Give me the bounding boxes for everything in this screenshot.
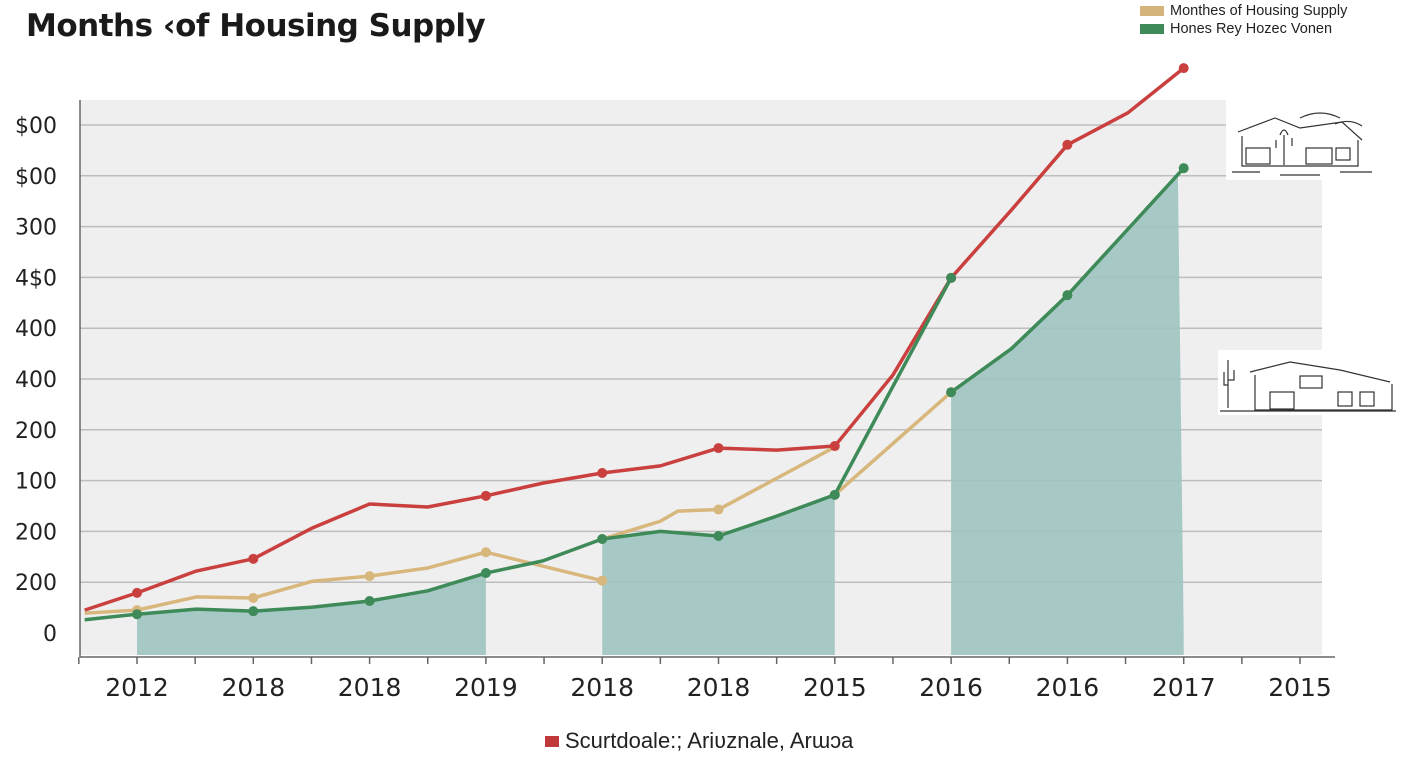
y-tick-label: 300 <box>15 216 57 241</box>
x-tick-label: 2012 <box>105 673 169 702</box>
data-point <box>248 592 259 603</box>
x-tick-label: 2016 <box>1036 673 1100 702</box>
x-tick-label: 2015 <box>1268 673 1332 702</box>
legend-swatch <box>1140 6 1164 16</box>
series-line <box>601 445 836 541</box>
series-line <box>84 550 603 615</box>
data-point <box>597 467 608 478</box>
legend-item-bottom: Scurtdoale:; Ariʋznale, Arɯɔa <box>545 728 853 754</box>
data-point <box>132 609 142 620</box>
x-tick-label: 2018 <box>221 673 285 702</box>
y-tick-label: 0 <box>43 622 57 647</box>
y-tick-label: 200 <box>15 419 57 444</box>
data-point <box>713 504 724 515</box>
data-point <box>829 489 840 500</box>
data-point <box>946 387 957 398</box>
data-point <box>597 534 608 545</box>
chart-title: Months ‹of Housing Supply <box>26 8 486 44</box>
data-point <box>480 490 491 501</box>
y-tick-label: $00 <box>15 165 57 190</box>
data-point <box>480 568 491 579</box>
data-point <box>480 547 491 558</box>
shaded-band <box>602 494 835 655</box>
data-point <box>248 606 259 617</box>
data-point <box>1178 63 1189 74</box>
data-point <box>248 553 259 564</box>
x-tick-label: 2015 <box>803 673 867 702</box>
x-tick-label: 2018 <box>570 673 634 702</box>
x-tick-label: 2016 <box>919 673 983 702</box>
series-line <box>950 166 1185 394</box>
y-tick-label: 200 <box>15 520 57 545</box>
y-tick-label: $00 <box>15 114 57 139</box>
data-point <box>364 571 375 582</box>
shaded-band <box>137 573 486 655</box>
series-line <box>833 390 953 497</box>
x-tick-label: 2019 <box>454 673 518 702</box>
legend-swatch <box>545 735 559 747</box>
legend-label: Hones Rey Hozec Vonen <box>1170 21 1333 37</box>
series-line <box>84 66 1185 612</box>
y-tick-label: 4$0 <box>15 266 57 291</box>
y-tick-label: 200 <box>15 571 57 596</box>
x-tick-label: 2018 <box>338 673 402 702</box>
legend-label: Scurtdoale:; Ariʋznale, Arɯɔa <box>565 728 854 753</box>
shaded-band <box>951 174 1184 655</box>
legend-item-homes: Hones Rey Hozec Vonen <box>1140 21 1332 37</box>
x-tick-label: 2018 <box>687 673 751 702</box>
legend-item-supply: Monthes of Housing Supply <box>1140 3 1347 19</box>
data-point <box>597 575 608 586</box>
legend-label: Monthes of Housing Supply <box>1170 3 1348 19</box>
data-point <box>1178 163 1189 174</box>
y-tick-label: 100 <box>15 470 57 495</box>
y-tick-label: 400 <box>15 317 57 342</box>
legend-swatch <box>1140 24 1164 34</box>
data-point <box>713 530 724 541</box>
data-point <box>829 441 840 452</box>
house-illustration-top <box>1226 100 1376 180</box>
house-illustration-middle <box>1218 350 1398 415</box>
data-point <box>364 595 375 606</box>
x-tick-label: 2017 <box>1152 673 1216 702</box>
data-point <box>132 587 142 598</box>
data-point <box>1062 139 1073 150</box>
data-point <box>946 272 957 283</box>
data-point <box>713 443 724 454</box>
data-point <box>1062 290 1073 301</box>
y-tick-label: 400 <box>15 368 57 393</box>
